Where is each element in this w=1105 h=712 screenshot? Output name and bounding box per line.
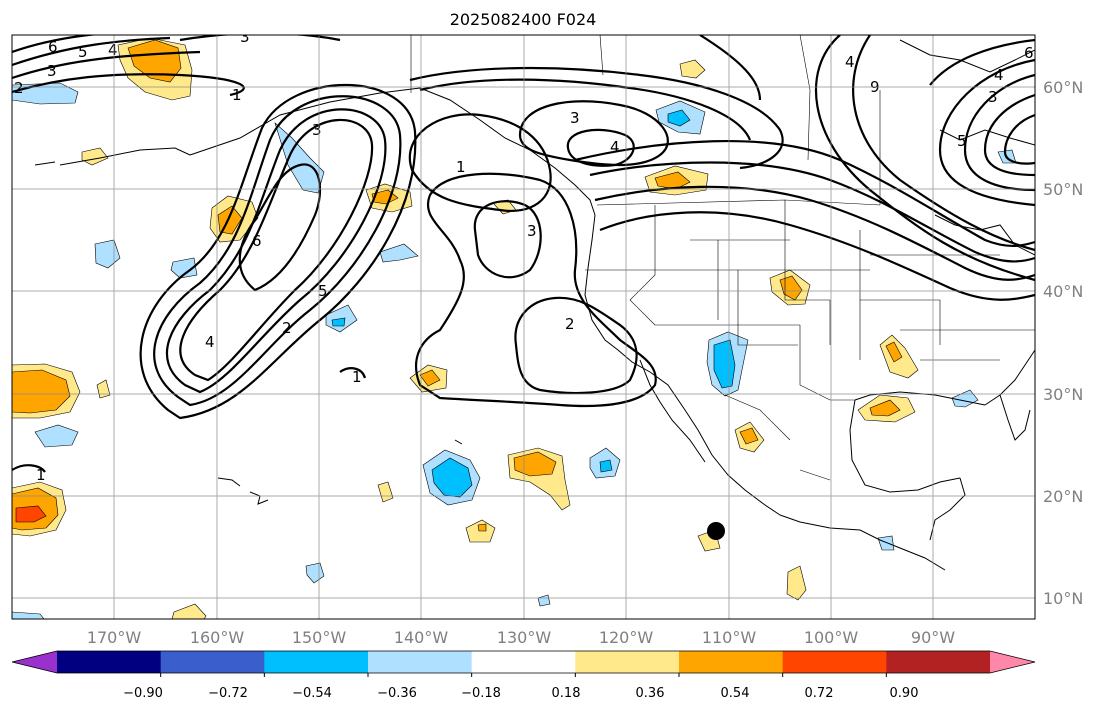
colorbar-segment [471, 651, 576, 673]
contour-label: 5 [78, 43, 88, 61]
contour-label: 1 [352, 368, 362, 386]
contour-label: 2 [565, 315, 575, 333]
shade-orange [885, 341, 903, 363]
colorbar-extend-max [990, 651, 1035, 673]
lat-label: 30°N [1043, 385, 1083, 404]
colorbar-segment [368, 651, 473, 673]
contour-label: 6 [1024, 44, 1034, 62]
lon-label: 130°W [497, 628, 552, 647]
colorbar-segment [57, 651, 162, 673]
lon-label: 170°W [87, 628, 142, 647]
contour-label: 1 [232, 86, 242, 104]
shade-orange [739, 427, 759, 445]
shade-yellow [171, 603, 207, 619]
lon-label: 150°W [292, 628, 347, 647]
shade-blue [431, 457, 473, 498]
colorbar-segment [886, 651, 991, 673]
contour-label: 4 [994, 66, 1004, 84]
shade-blue-light [12, 611, 45, 619]
shade-red [15, 505, 47, 523]
contour-label: 4 [845, 53, 855, 71]
lon-label: 160°W [190, 628, 245, 647]
shade-blue-light [379, 243, 419, 263]
shade-yellow [81, 147, 109, 166]
contour-label: 4 [205, 333, 215, 351]
shade-orange [419, 369, 441, 387]
colorbar-tick-label: 0.54 [721, 686, 750, 701]
contour-label: 4 [610, 138, 620, 156]
colorbar-segment [160, 651, 265, 673]
colorbar-tick-label: −0.18 [461, 686, 501, 701]
lat-label: 10°N [1043, 589, 1083, 608]
colorbar-tick-label: −0.54 [292, 686, 332, 701]
lat-label: 60°N [1043, 78, 1083, 97]
shade-blue-light [170, 257, 198, 279]
contours [12, 35, 1035, 473]
shade-orange [869, 399, 901, 417]
lat-label: 20°N [1043, 487, 1083, 506]
contour-label: 2 [282, 319, 292, 337]
colorbar [11, 650, 1036, 677]
shade-blue-light [877, 535, 895, 551]
shade-orange [779, 275, 803, 301]
lon-label: 90°W [911, 628, 955, 647]
colorbar-outline [11, 650, 1036, 674]
lat-label: 50°N [1043, 180, 1083, 199]
shade-orange [477, 523, 487, 532]
shade-blue [599, 459, 613, 473]
shade-orange [654, 171, 691, 190]
colorbar-tick-label: 0.36 [636, 686, 665, 701]
map-panel: 6 5 4 3 2 1 3 4 3 1 3 2 1 2 4 6 5 4 9 3 … [12, 28, 1035, 619]
colorbar-segment [782, 651, 887, 673]
map-frame [11, 34, 1036, 620]
contour-label: 3 [988, 88, 998, 106]
contour-label: 5 [957, 132, 967, 150]
political-borders [410, 35, 1035, 481]
lon-label: 110°W [702, 628, 757, 647]
contour-label: 1 [456, 158, 466, 176]
contour-label: 4 [108, 41, 118, 59]
contour-label: 6 [252, 232, 262, 250]
colorbar-segment [575, 651, 680, 673]
contour-label: 6 [48, 38, 58, 56]
colorbar-segment [264, 651, 369, 673]
shade-blue-light [34, 424, 79, 448]
contour-label: 3 [570, 109, 580, 127]
contour-label: 3 [240, 28, 250, 46]
shade-yellow [786, 565, 807, 601]
shade-orange [12, 369, 71, 414]
latitude-labels: 60°N 50°N 40°N 30°N 20°N 10°N [1043, 78, 1083, 608]
colorbar-tick-label: −0.72 [208, 686, 248, 701]
colorbar-tick-label: −0.90 [123, 686, 163, 701]
colorbar-extend-min [12, 651, 57, 673]
colorbar-segment [679, 651, 784, 673]
colorbar-tick-label: −0.36 [377, 686, 417, 701]
contour-label: 3 [527, 222, 537, 240]
map-title: 2025082400 F024 [450, 10, 597, 29]
colorbar-ticks: −0.90 −0.72 −0.54 −0.36 −0.18 0.18 0.36 … [123, 686, 918, 701]
gridlines [12, 35, 1035, 619]
lon-label: 100°W [804, 628, 859, 647]
shade-blue [713, 339, 736, 389]
lat-label: 40°N [1043, 282, 1083, 301]
contour-label: 3 [312, 121, 322, 139]
shade-yellow [679, 59, 706, 79]
colorbar-tick-label: 0.90 [890, 686, 919, 701]
longitude-labels: 170°W 160°W 150°W 140°W 130°W 120°W 110°… [87, 628, 955, 647]
colorbar-tick-label: 0.72 [805, 686, 834, 701]
lon-label: 140°W [394, 628, 449, 647]
colorbar-tick-label: 0.18 [552, 686, 581, 701]
shade-blue [667, 109, 691, 127]
contour-label: 3 [47, 62, 57, 80]
location-marker [707, 522, 725, 540]
contour-label: 1 [36, 466, 46, 484]
contour-label: 2 [14, 79, 24, 97]
lon-label: 120°W [599, 628, 654, 647]
shade-blue [331, 317, 346, 327]
